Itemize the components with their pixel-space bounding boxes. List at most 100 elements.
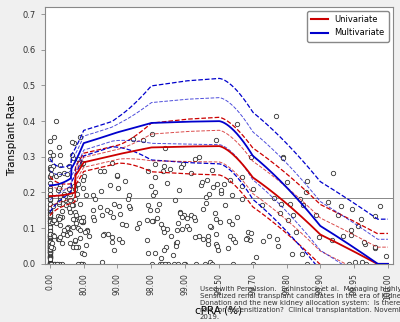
Point [209,167,215,172]
Point [116,237,123,242]
Point [217,188,224,193]
Point [293,229,299,234]
Point [47,255,54,260]
Point [188,170,194,175]
Point [130,137,136,142]
Point [50,233,56,238]
Point [47,254,53,259]
Point [78,220,85,225]
Point [144,237,150,242]
Point [56,162,63,167]
Point [222,203,228,208]
Point [50,153,56,158]
Point [199,180,205,185]
Point [77,135,84,140]
Point [250,187,256,192]
Point [47,247,53,252]
Point [168,233,174,239]
Point [56,171,62,176]
Point [47,256,53,261]
Point [47,216,54,222]
Point [69,152,75,157]
Point [47,254,53,260]
Point [167,166,173,171]
Point [67,191,74,196]
Point [77,228,84,233]
Point [144,218,150,223]
Point [47,247,54,252]
Point [193,261,199,266]
Point [80,261,86,266]
Point [47,194,54,199]
Point [111,248,117,253]
Point [330,171,337,176]
Point [70,156,76,161]
Point [297,196,303,202]
Point [208,224,214,230]
Point [72,221,79,226]
Point [57,153,63,158]
Text: Used with Permission.  Schinstock et al.  Managing highly
Sensitized renal trans: Used with Permission. Schinstock et al. … [200,286,400,320]
Point [51,218,57,223]
Point [78,261,84,266]
Point [152,190,158,195]
Point [192,217,198,223]
Point [148,183,155,188]
Point [239,183,246,188]
Point [62,197,68,202]
Point [92,197,98,202]
Point [249,261,256,266]
Point [47,250,53,255]
Point [352,259,358,264]
Point [51,261,57,266]
Point [259,203,266,208]
Point [47,245,53,251]
Point [79,161,86,166]
Point [184,215,190,221]
Point [47,261,53,266]
Point [47,243,54,249]
Point [382,253,389,258]
Point [47,139,54,144]
Point [61,194,68,199]
Point [73,245,80,250]
Point [47,188,54,193]
Point [186,227,192,232]
Point [89,192,96,197]
Point [47,250,54,255]
Point [204,178,210,183]
Point [146,207,153,212]
Point [47,227,54,232]
Point [270,195,277,201]
Point [72,186,78,192]
Point [104,208,110,213]
Point [47,256,53,261]
Point [208,261,215,266]
Point [47,149,54,154]
Point [361,239,367,244]
Point [184,224,190,229]
Point [48,261,54,266]
Point [116,204,122,209]
Point [47,231,53,236]
Point [48,219,55,224]
Point [97,205,103,210]
Point [47,261,54,266]
Point [56,216,62,221]
Point [260,238,266,243]
Point [348,227,354,232]
Point [190,215,197,220]
Point [203,201,209,206]
Point [358,216,364,222]
Point [298,251,305,256]
Point [47,214,53,219]
Point [47,261,53,266]
Point [101,232,107,237]
Point [148,219,155,224]
Point [47,256,54,261]
Point [328,238,335,243]
Point [81,251,88,256]
Point [50,217,56,223]
Point [164,181,171,186]
Point [47,247,54,252]
